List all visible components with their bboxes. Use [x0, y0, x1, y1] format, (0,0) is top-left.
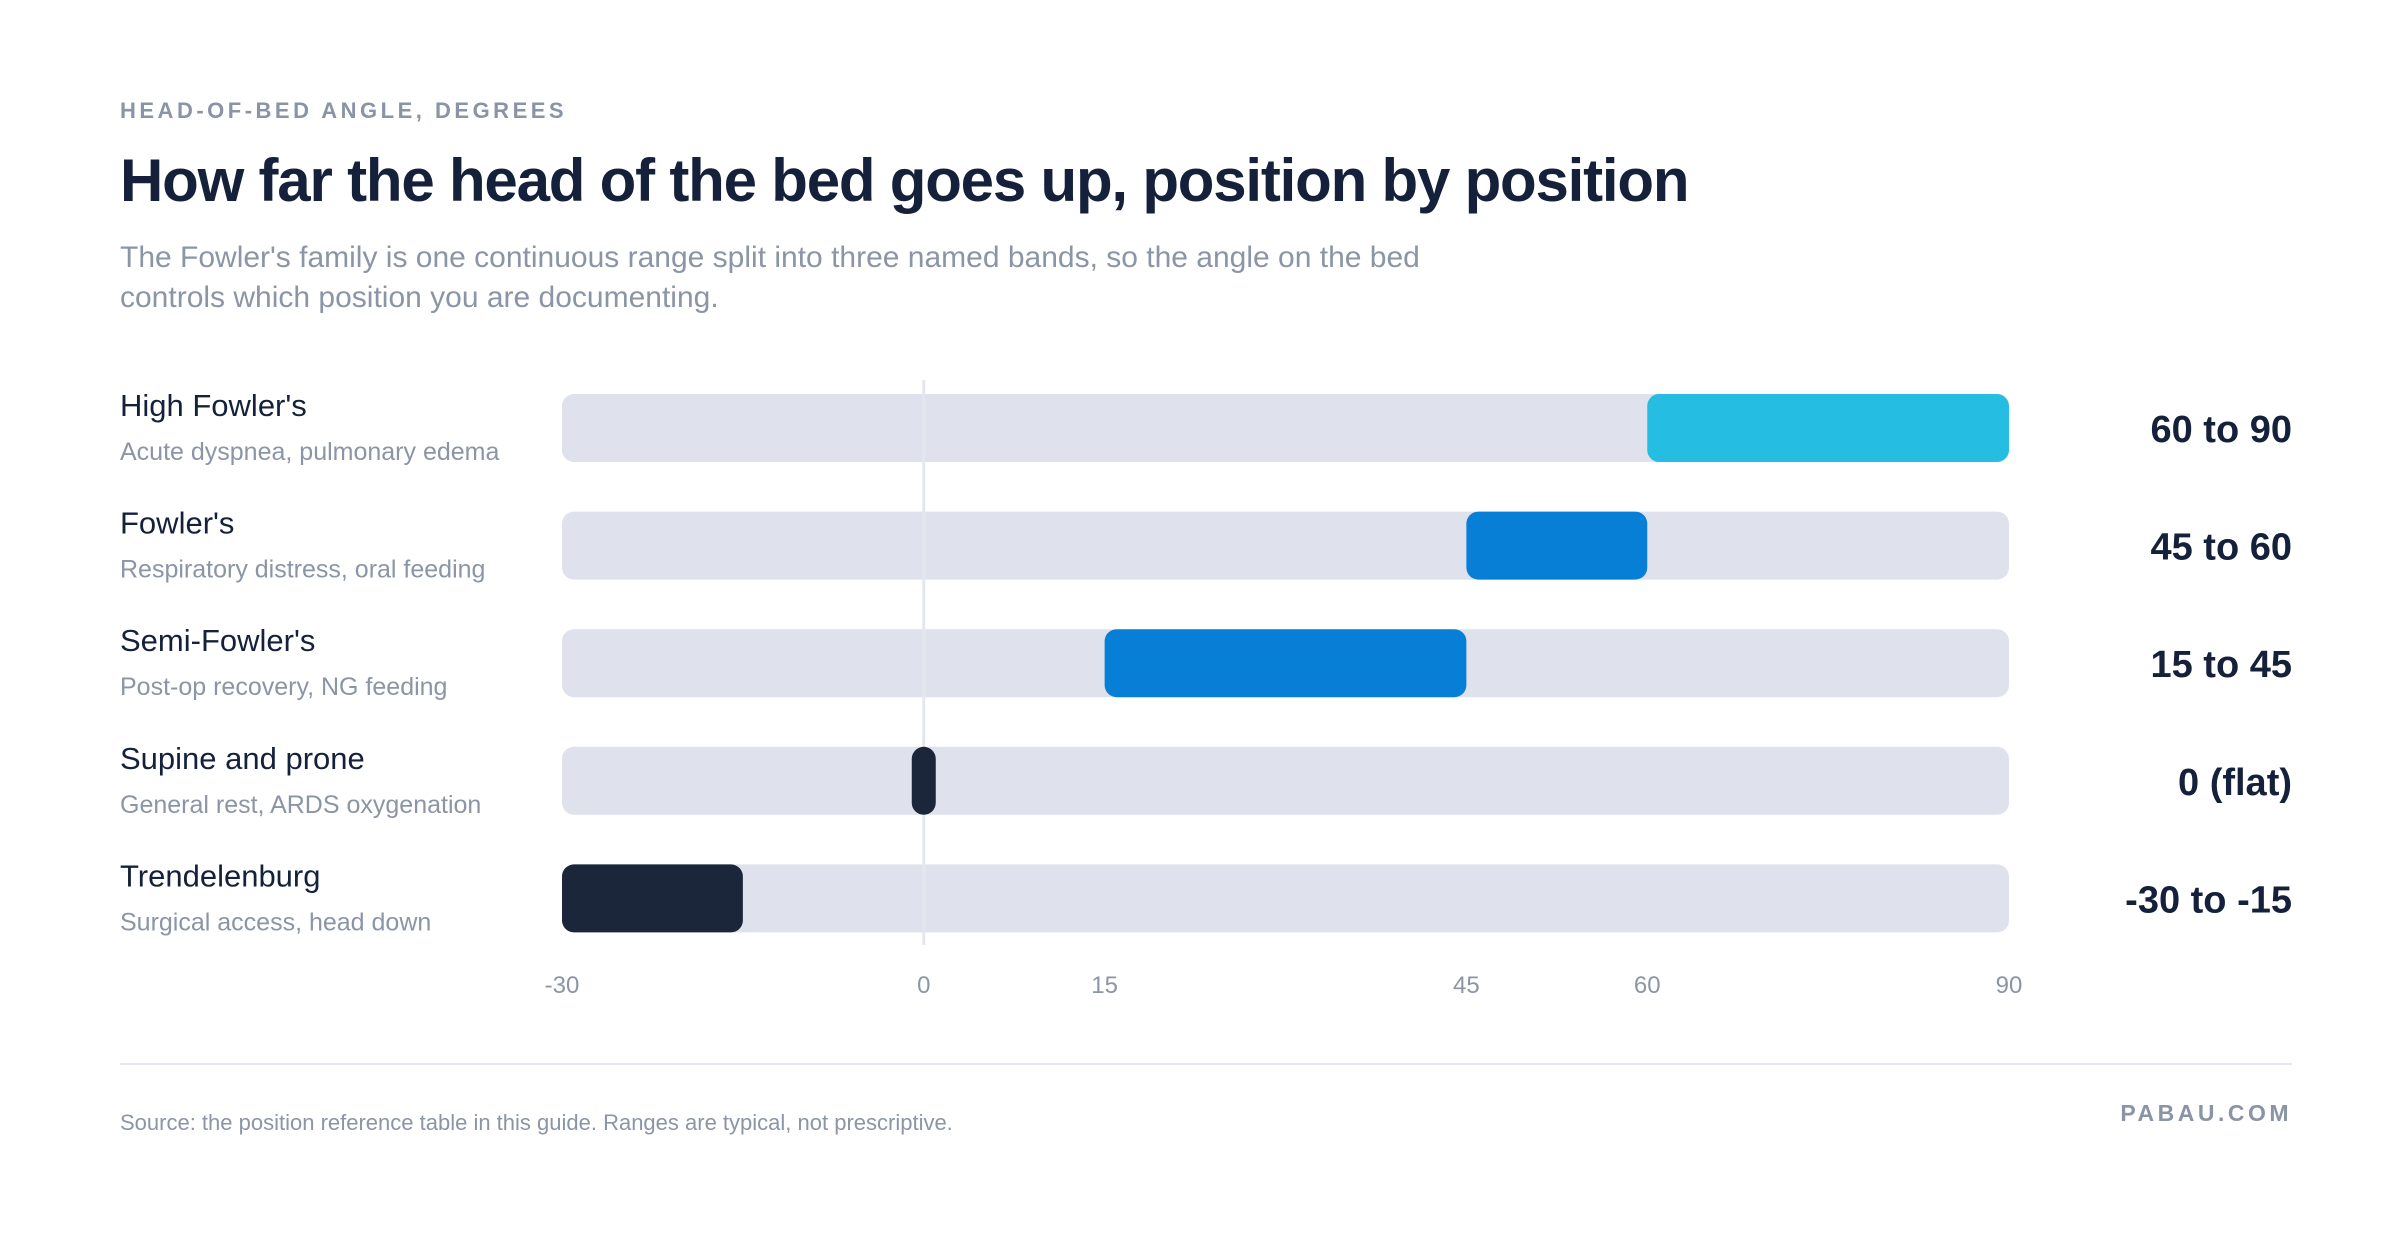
range-value-label: 15 to 45 [2150, 644, 2292, 686]
row-use-case: Surgical access, head down [120, 908, 431, 936]
chart-eyebrow: HEAD-OF-BED ANGLE, DEGREES [120, 98, 568, 123]
row-label: Trendelenburg [120, 858, 321, 893]
range-value-label: -30 to -15 [2125, 879, 2292, 921]
row-use-case: Post-op recovery, NG feeding [120, 673, 447, 701]
range-value-label: 0 (flat) [2178, 762, 2292, 804]
range-bar [911, 746, 936, 815]
source-note: Source: the position reference table in … [120, 1110, 953, 1135]
range-bar [562, 864, 743, 933]
row-use-case: Respiratory distress, oral feeding [120, 556, 485, 584]
x-tick-label: 90 [1996, 972, 2023, 999]
row-label: Supine and prone [120, 741, 365, 776]
range-bar [1104, 629, 1467, 698]
chart-title: How far the head of the bed goes up, pos… [120, 147, 1689, 214]
row-label: Semi-Fowler's [120, 623, 315, 658]
bar-track [562, 746, 2009, 815]
row-use-case: Acute dyspnea, pulmonary edema [120, 438, 499, 466]
brand-mark: PABAU.COM [2120, 1100, 2292, 1126]
row-use-case: General rest, ARDS oxygenation [120, 791, 481, 819]
x-tick-label: 60 [1634, 972, 1661, 999]
bar-track [562, 864, 2009, 933]
range-value-label: 45 to 60 [2150, 527, 2292, 569]
range-value-label: 60 to 90 [2150, 409, 2292, 451]
range-bar [1647, 394, 2009, 462]
x-tick-label: 15 [1091, 972, 1118, 999]
x-tick-label: -30 [545, 972, 580, 999]
row-label: Fowler's [120, 506, 234, 541]
row-label: High Fowler's [120, 388, 307, 423]
bar-track [562, 511, 2009, 580]
range-bar [1466, 511, 1648, 580]
x-tick-label: 45 [1453, 972, 1480, 999]
footer-divider [120, 1063, 2292, 1065]
x-tick-label: 0 [917, 972, 930, 999]
chart-subtitle: The Fowler's family is one continuous ra… [120, 241, 1420, 314]
